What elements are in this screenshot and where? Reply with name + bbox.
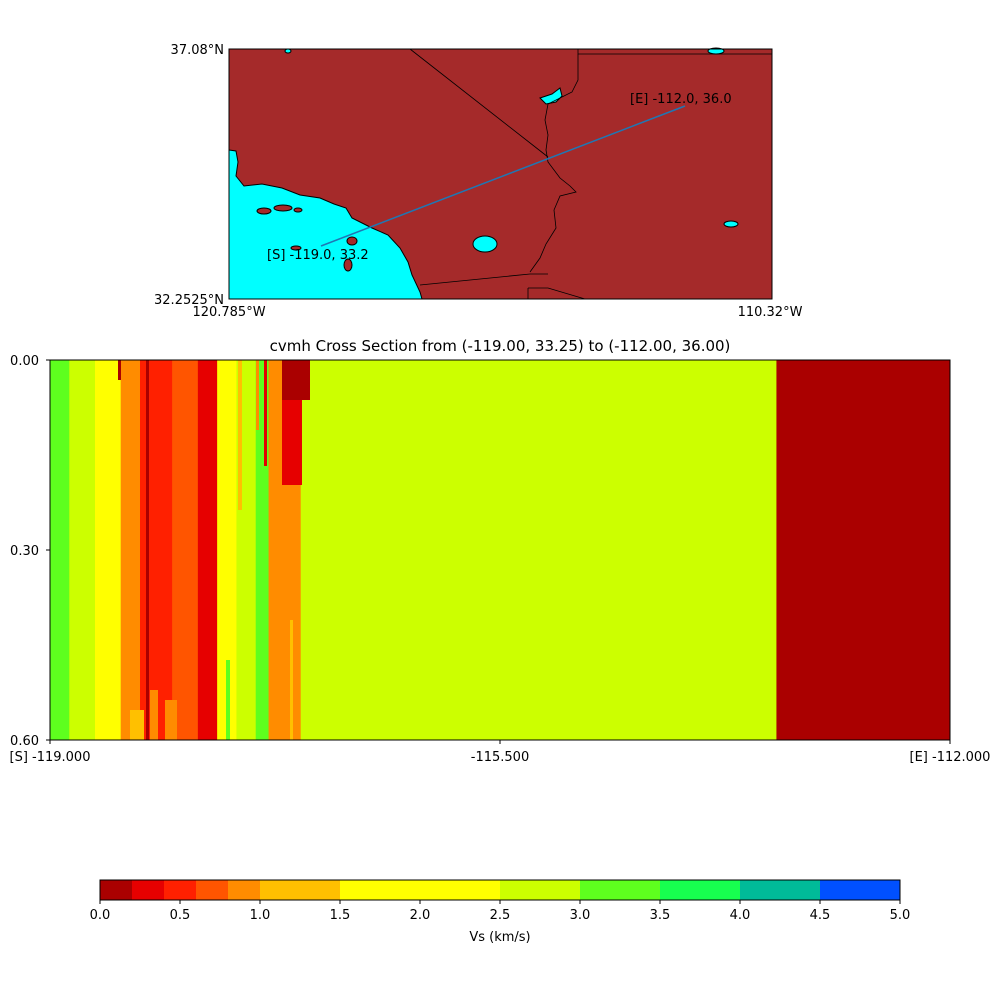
lat-top-label: 37.08°N xyxy=(171,43,224,58)
colorbar-tick-label: 1.0 xyxy=(250,908,271,923)
cross-section-texture xyxy=(118,360,310,740)
colorbar-segments xyxy=(100,880,900,900)
map-ocean xyxy=(228,149,423,300)
colorbar-segment xyxy=(820,880,900,900)
map-borders xyxy=(409,48,772,300)
x-tick-label: [S] -119.000 xyxy=(10,750,91,765)
island xyxy=(293,207,303,213)
colorbar-tick-label: 4.5 xyxy=(810,908,831,923)
colorbar-tick-label: 2.0 xyxy=(410,908,431,923)
texture-streak xyxy=(128,360,130,388)
cross-section-line xyxy=(320,105,686,247)
colorbar-tick-label: 5.0 xyxy=(890,908,911,923)
colorbar-segment xyxy=(260,880,340,900)
y-tick-label: 0.60 xyxy=(10,734,39,749)
x-axis: [S] -119.000 -115.500 [E] -112.000 xyxy=(10,740,991,765)
end-point-label: [E] -112.0, 36.0 xyxy=(630,92,732,107)
state-border xyxy=(409,48,549,158)
y-axis: 0.00 0.30 0.60 xyxy=(10,354,50,749)
vs-column xyxy=(50,360,70,740)
texture-streak xyxy=(264,360,267,466)
lon-right-label: 110.32°W xyxy=(738,305,803,320)
colorbar-tick-label: 0.0 xyxy=(90,908,111,923)
texture-streak xyxy=(282,485,293,550)
colorbar: 0.0 0.5 1.0 1.5 2.0 2.5 3.0 3.5 4.0 4.5 5.0 Vs (km… xyxy=(90,879,911,945)
island xyxy=(346,236,358,246)
island xyxy=(290,245,302,251)
island xyxy=(343,258,353,272)
texture-streak xyxy=(290,620,293,740)
colorbar-tick-label: 4.0 xyxy=(730,908,751,923)
map-panel: [S] -119.0, 33.2 [E] -112.0, 36.0 37.08°… xyxy=(154,43,803,320)
texture-streak xyxy=(150,690,158,740)
colorbar-segment xyxy=(740,880,820,900)
cross-section-panel: cvmh Cross Section from (-119.00, 33.25)… xyxy=(10,337,991,765)
state-border xyxy=(529,54,579,273)
y-tick-label: 0.30 xyxy=(10,544,39,559)
colorbar-segment xyxy=(580,880,660,900)
x-tick-label: [E] -112.000 xyxy=(910,750,991,765)
texture-streak xyxy=(198,360,216,590)
lake xyxy=(723,220,739,228)
vs-column xyxy=(95,360,122,740)
texture-streak xyxy=(226,660,230,740)
state-border xyxy=(419,273,548,286)
island xyxy=(256,207,272,215)
vs-column xyxy=(140,360,173,740)
texture-streak xyxy=(165,700,177,740)
vs-column xyxy=(217,360,237,740)
colorbar-segment xyxy=(228,880,260,900)
texture-streak xyxy=(256,360,259,430)
lake xyxy=(284,48,292,54)
colorbar-ticks: 0.0 0.5 1.0 1.5 2.0 2.5 3.0 3.5 4.0 4.5 5.0 xyxy=(90,900,911,923)
colorbar-label: Vs (km/s) xyxy=(469,930,530,945)
texture-streak xyxy=(130,710,144,740)
texture-streak xyxy=(246,360,252,420)
colorbar-segment xyxy=(660,880,740,900)
texture-streak xyxy=(118,360,121,380)
texture-streak xyxy=(238,360,242,510)
vs-column xyxy=(120,360,141,740)
colorbar-tick-label: 0.5 xyxy=(170,908,191,923)
colorbar-tick-label: 1.5 xyxy=(330,908,351,923)
texture-streak xyxy=(282,360,310,400)
lat-bottom-label: 32.2525°N xyxy=(154,293,224,308)
start-point-label: [S] -119.0, 33.2 xyxy=(267,248,369,263)
vs-column xyxy=(172,360,199,740)
colorbar-segment xyxy=(100,880,132,900)
colorbar-tick-label: 2.5 xyxy=(490,908,511,923)
lake xyxy=(472,235,498,253)
colorbar-segment xyxy=(500,880,580,900)
texture-streak xyxy=(146,360,149,740)
map-frame xyxy=(228,48,773,300)
y-tick-label: 0.00 xyxy=(10,354,39,369)
vs-column xyxy=(300,360,777,740)
map-islands xyxy=(256,204,358,272)
colorbar-tick-label: 3.0 xyxy=(570,908,591,923)
cross-section-columns xyxy=(50,360,951,740)
colorbar-segment xyxy=(196,880,228,900)
colorbar-segment xyxy=(340,880,500,900)
island xyxy=(273,204,293,212)
texture-streak xyxy=(282,400,302,485)
lon-left-label: 120.785°W xyxy=(192,305,265,320)
x-tick-label: -115.500 xyxy=(471,750,529,765)
vs-column xyxy=(69,360,96,740)
vs-column xyxy=(776,360,951,740)
state-border xyxy=(528,287,586,300)
colorbar-segment xyxy=(132,880,164,900)
colorbar-segment xyxy=(164,880,196,900)
chart-title: cvmh Cross Section from (-119.00, 33.25)… xyxy=(270,337,731,355)
colorbar-tick-label: 3.5 xyxy=(650,908,671,923)
